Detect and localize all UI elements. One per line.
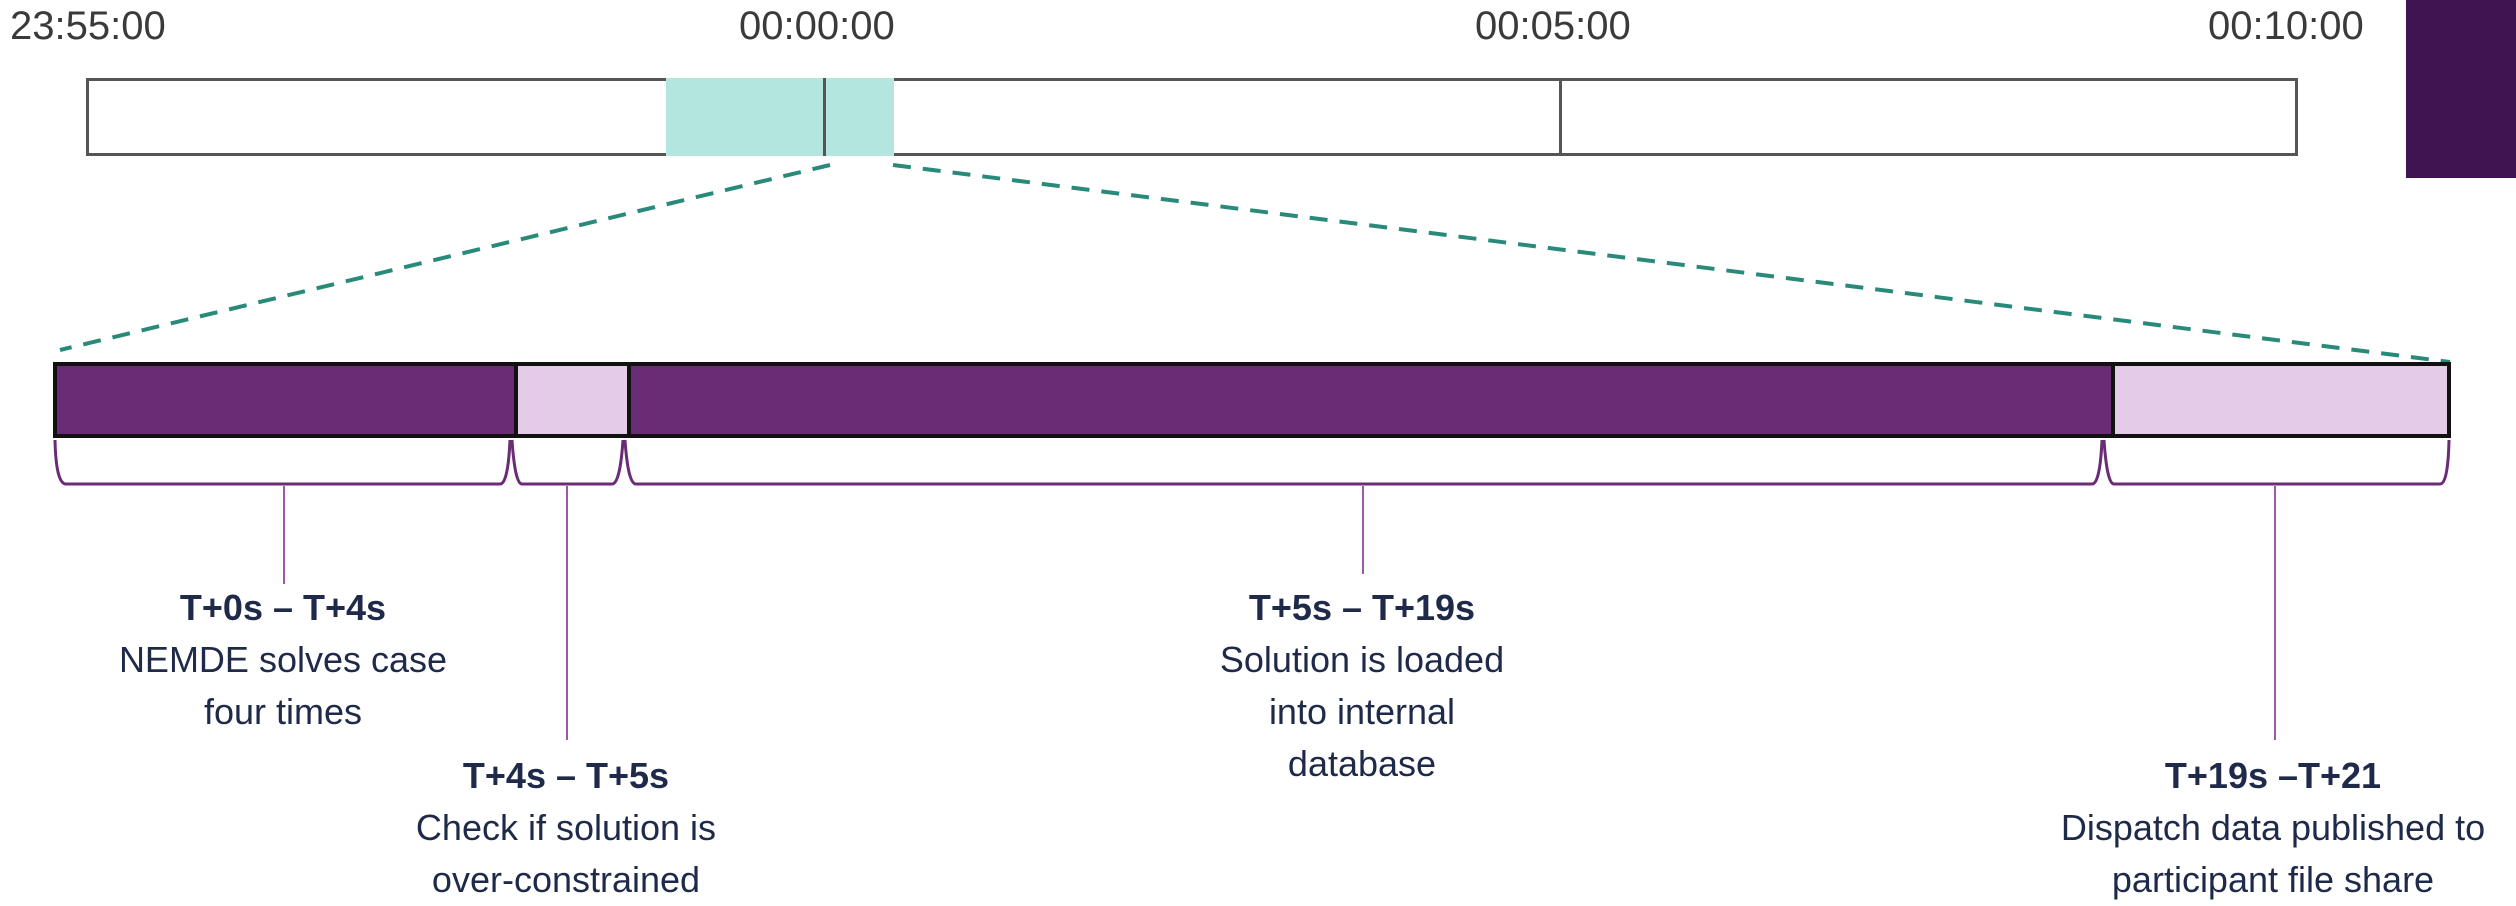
- bracket-segment-1: [53, 439, 512, 486]
- segment-load-database: [627, 366, 2111, 434]
- zoom-window-highlight: [666, 78, 894, 156]
- tick-label-0005: 00:05:00: [1475, 4, 1631, 48]
- label-time: T+5s – T+19s: [1248, 587, 1476, 628]
- label-desc-line: Check if solution is: [415, 807, 717, 848]
- bracket-segment-2: [510, 439, 625, 486]
- stem-segment-4: [2274, 486, 2276, 740]
- label-time: T+0s – T+4s: [179, 587, 387, 628]
- label-time: T+19s –T+21: [2164, 755, 2382, 796]
- stem-segment-2: [566, 486, 568, 740]
- timeline-divider-0000: [823, 78, 826, 156]
- segment-nemde-solve: [57, 366, 514, 434]
- bracket-segment-4: [2102, 439, 2451, 486]
- zoom-line-left: [59, 163, 831, 352]
- bracket-segment-3: [623, 439, 2104, 486]
- label-desc-line: over-constrained: [431, 859, 701, 900]
- label-desc-line: database: [1287, 743, 1437, 784]
- segment-publish-dispatch: [2111, 366, 2447, 434]
- timeline-divider-0005: [1559, 78, 1562, 156]
- label-desc-line: participant file share: [2111, 859, 2435, 900]
- label-desc-line: Dispatch data published to: [2060, 807, 2486, 848]
- label-segment-2: T+4s – T+5s Check if solution is over-co…: [366, 750, 766, 906]
- label-segment-1: T+0s – T+4s NEMDE solves case four times: [83, 582, 483, 738]
- label-segment-3: T+5s – T+19s Solution is loaded into int…: [1162, 582, 1562, 790]
- zoom-line-right: [892, 163, 2451, 364]
- corner-brand-block: [2406, 0, 2516, 178]
- segment-bar: [53, 362, 2451, 438]
- stem-segment-3: [1362, 486, 1364, 574]
- top-timeline-bar: [86, 78, 2298, 156]
- stem-segment-1: [283, 486, 285, 584]
- segment-check-constrained: [514, 366, 627, 434]
- label-desc-line: four times: [203, 691, 363, 732]
- tick-label-0010: 00:10:00: [2208, 4, 2364, 48]
- label-desc-line: into internal: [1268, 691, 1456, 732]
- label-desc-line: NEMDE solves case: [118, 639, 448, 680]
- tick-label-0000: 00:00:00: [739, 4, 895, 48]
- label-segment-4: T+19s –T+21 Dispatch data published to p…: [2030, 750, 2516, 906]
- label-time: T+4s – T+5s: [462, 755, 670, 796]
- label-desc-line: Solution is loaded: [1219, 639, 1505, 680]
- tick-label-2355: 23:55:00: [10, 4, 166, 48]
